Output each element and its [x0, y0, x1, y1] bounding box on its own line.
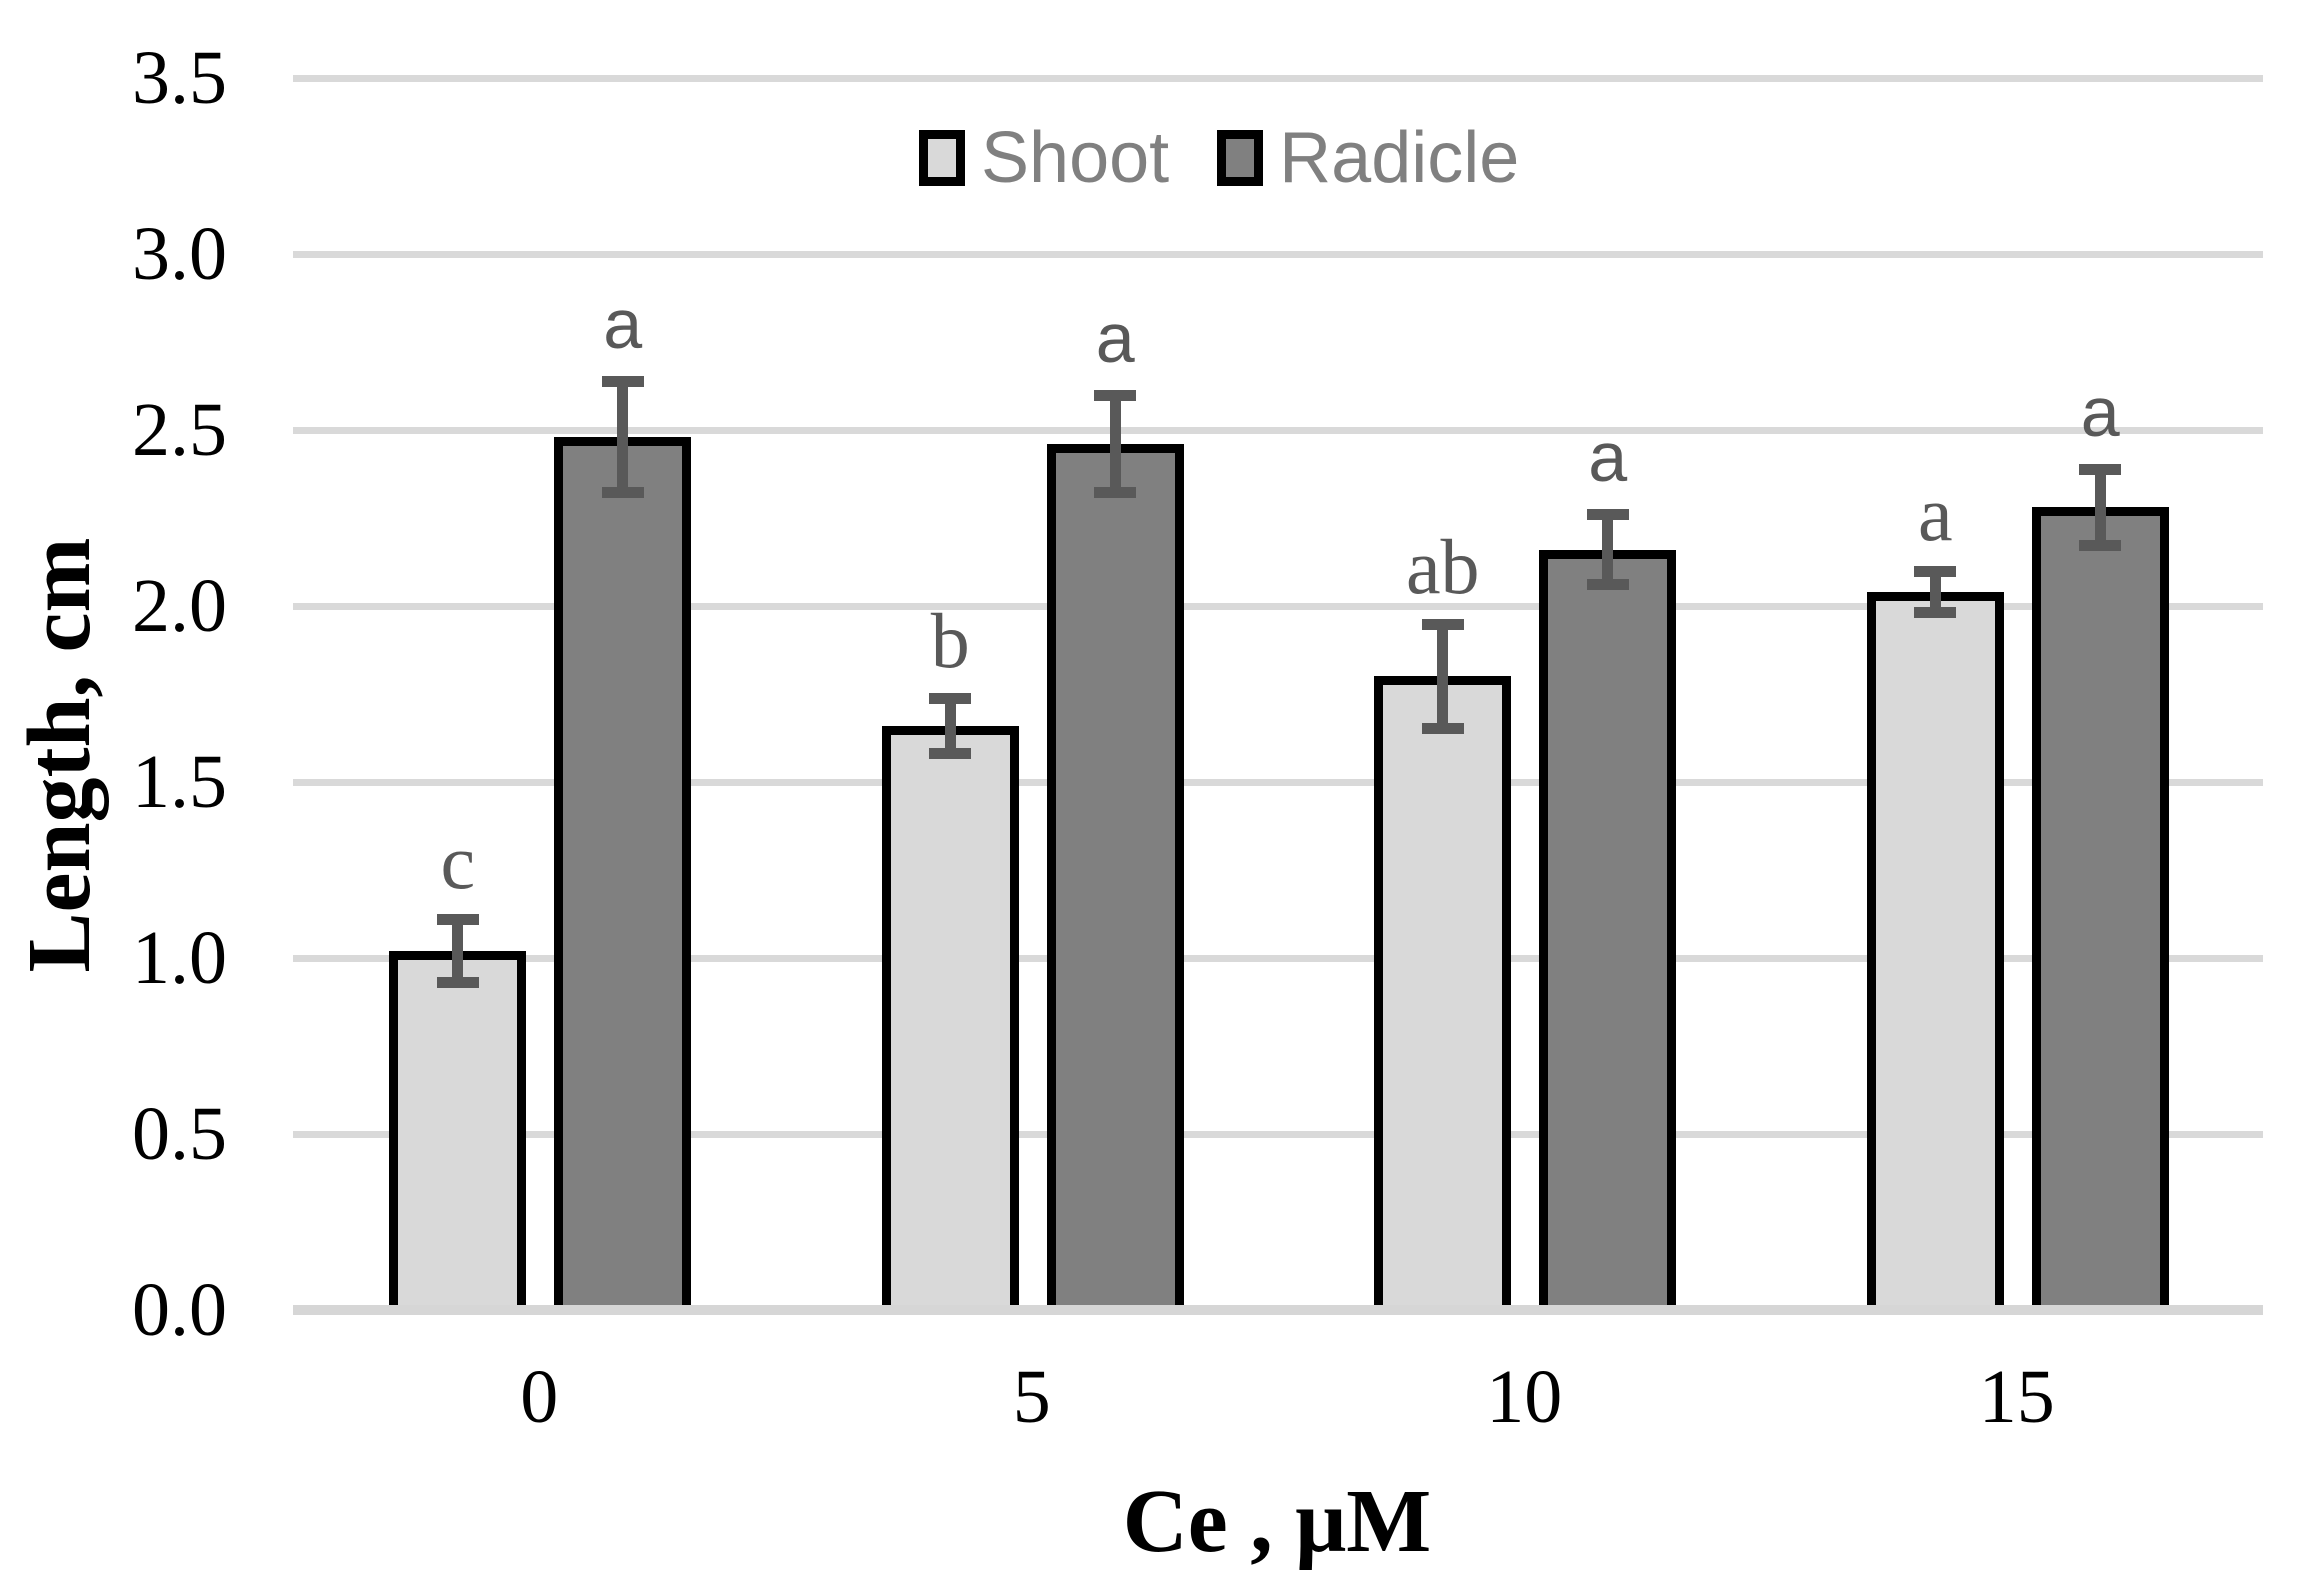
- sig-letter-shoot-15: a: [1917, 469, 1953, 557]
- error-bar-top-cap-shoot-10: [1421, 618, 1464, 630]
- bar-shoot-10: [1374, 676, 1512, 1310]
- error-bar-top-cap-shoot-0: [436, 914, 479, 926]
- error-bar-stem-radicle-5: [1109, 394, 1121, 494]
- error-bar-bottom-cap-shoot-15: [1914, 607, 1957, 619]
- error-bar-stem-radicle-0: [617, 380, 629, 494]
- error-bar-stem-radicle-15: [2094, 468, 2106, 547]
- gridline-y-1.0: [293, 955, 2263, 962]
- chart-legend: Shoot Radicle: [919, 122, 1519, 194]
- bar-shoot-0: [389, 950, 527, 1310]
- y-tick-label-3.5: 3.5: [132, 36, 227, 120]
- bar-shoot-15: [1866, 591, 2004, 1310]
- error-bar-stem-shoot-15: [1929, 570, 1941, 614]
- sig-letter-radicle-5: a: [1095, 298, 1135, 377]
- gridline-y-0.5: [293, 1131, 2263, 1138]
- error-bar-top-cap-shoot-15: [1914, 565, 1957, 577]
- error-bar-stem-shoot-10: [1437, 623, 1449, 730]
- gridline-y-1.5: [293, 779, 2263, 786]
- error-bar-bottom-cap-shoot-5: [929, 747, 972, 759]
- sig-letter-radicle-15: a: [2080, 372, 2120, 451]
- radicle-swatch-icon: [1217, 130, 1264, 186]
- error-bar-top-cap-radicle-0: [601, 375, 644, 387]
- gridline-y-2.5: [293, 427, 2263, 434]
- error-bar-top-cap-shoot-5: [929, 692, 972, 704]
- error-bar-top-cap-radicle-10: [1586, 509, 1629, 521]
- sig-letter-shoot-5: b: [930, 596, 970, 684]
- error-bar-bottom-cap-radicle-0: [601, 487, 644, 499]
- y-tick-label-3.0: 3.0: [132, 212, 227, 296]
- y-tick-label-1.0: 1.0: [132, 916, 227, 1000]
- error-bar-bottom-cap-radicle-10: [1586, 578, 1629, 590]
- sig-letter-shoot-0: c: [440, 818, 476, 906]
- error-bar-bottom-cap-radicle-15: [2079, 540, 2122, 552]
- gridline-y-2.0: [293, 603, 2263, 610]
- legend-item-radicle: Radicle: [1217, 122, 1519, 194]
- sig-letter-radicle-10: a: [1588, 418, 1628, 497]
- error-bar-bottom-cap-radicle-5: [1094, 487, 1137, 499]
- x-tick-label-10: 10: [1486, 1355, 1563, 1439]
- y-tick-label-1.5: 1.5: [132, 740, 227, 824]
- error-bar-top-cap-radicle-15: [2079, 463, 2122, 475]
- bar-radicle-0: [554, 437, 692, 1310]
- bar-shoot-5: [881, 725, 1019, 1310]
- legend-label-shoot: Shoot: [981, 118, 1170, 198]
- y-tick-label-0.0: 0.0: [132, 1268, 227, 1352]
- bar-radicle-10: [1539, 549, 1677, 1310]
- x-axis-title: Ce , μM: [1122, 1472, 1432, 1571]
- bar-radicle-15: [2031, 507, 2169, 1310]
- y-tick-label-2.5: 2.5: [132, 388, 227, 472]
- x-tick-label-5: 5: [1012, 1355, 1051, 1439]
- x-axis-line: [293, 1305, 2263, 1315]
- shoot-swatch-icon: [919, 130, 965, 186]
- gridline-y-3.0: [293, 251, 2263, 258]
- x-tick-label-0: 0: [520, 1355, 559, 1439]
- y-tick-label-0.5: 0.5: [132, 1092, 227, 1176]
- bar-radicle-5: [1046, 444, 1184, 1310]
- error-bar-bottom-cap-shoot-0: [436, 976, 479, 988]
- error-bar-bottom-cap-shoot-10: [1421, 723, 1464, 735]
- sig-letter-shoot-10: ab: [1405, 522, 1480, 610]
- y-tick-label-2.0: 2.0: [132, 564, 227, 648]
- gridline-y-3.5: [293, 75, 2263, 82]
- error-bar-top-cap-radicle-5: [1094, 389, 1137, 401]
- sig-letter-radicle-0: a: [603, 284, 643, 363]
- x-tick-label-15: 15: [1978, 1355, 2055, 1439]
- error-bar-stem-shoot-0: [452, 919, 464, 983]
- error-bar-stem-shoot-5: [944, 697, 956, 754]
- error-bar-stem-radicle-10: [1602, 514, 1614, 585]
- legend-label-radicle: Radicle: [1279, 118, 1520, 198]
- legend-item-shoot: Shoot: [919, 122, 1169, 194]
